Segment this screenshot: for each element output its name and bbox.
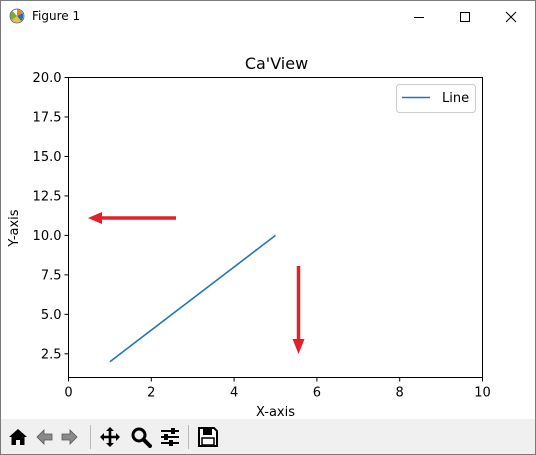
legend: Line [396, 84, 476, 113]
home-button[interactable] [6, 425, 30, 449]
x-tick-label: 2 [147, 386, 155, 401]
chart-svg: Ca'View 2.5 5.0 7.5 10.0 12.5 15.0 17.5 20.0 0 2… [7, 54, 491, 420]
annotation-arrow-left [88, 212, 176, 224]
back-icon [36, 429, 53, 445]
pan-icon [100, 427, 120, 447]
y-axis-ticks: 2.5 5.0 7.5 10.0 12.5 15.0 17.5 20.0 [33, 71, 69, 362]
x-tick-label: 6 [313, 386, 321, 401]
x-axis-ticks: 0 2 4 6 8 10 [64, 377, 491, 401]
y-tick-label: 12.5 [33, 189, 62, 204]
forward-icon [61, 429, 78, 445]
save-button[interactable] [196, 425, 220, 449]
y-tick-label: 5.0 [41, 308, 62, 323]
minimize-button[interactable] [396, 1, 442, 32]
y-axis-label: Y-axis [7, 209, 22, 247]
x-tick-label: 4 [230, 386, 238, 401]
y-tick-label: 10.0 [33, 229, 62, 244]
maximize-icon [460, 11, 470, 22]
zoom-icon [131, 427, 152, 448]
home-icon [9, 429, 27, 445]
legend-label: Line [442, 91, 469, 106]
toolbar-separator [188, 425, 189, 449]
arrow-down-head [292, 339, 305, 354]
x-axis-label: X-axis [256, 405, 295, 419]
y-tick-label: 20.0 [33, 71, 62, 86]
x-tick-label: 8 [396, 386, 404, 401]
zoom-button[interactable] [129, 425, 153, 449]
configure-subplots-button[interactable] [158, 425, 182, 449]
x-tick-label: 10 [474, 386, 491, 401]
series-line [109, 234, 276, 363]
y-tick-label: 2.5 [41, 347, 62, 362]
close-icon [505, 11, 517, 22]
chart-title: Ca'View [245, 54, 308, 73]
pan-button[interactable] [98, 425, 122, 449]
y-tick-label: 15.0 [33, 150, 62, 165]
plot-area [68, 77, 483, 378]
navigation-toolbar [1, 419, 535, 454]
y-tick-label: 7.5 [41, 268, 62, 283]
close-button[interactable] [488, 1, 534, 32]
title-bar: Figure 1 [1, 1, 535, 32]
configure-subplots-icon [161, 428, 179, 446]
toolbar-separator [90, 425, 91, 449]
maximize-button[interactable] [442, 1, 488, 32]
forward-button[interactable] [58, 425, 82, 449]
save-icon [198, 427, 218, 447]
back-button[interactable] [32, 425, 56, 449]
annotation-arrow-down [292, 266, 305, 354]
x-tick-label: 0 [64, 386, 72, 401]
arrow-left-head [88, 212, 102, 224]
minimize-icon [414, 16, 424, 18]
legend-box [396, 84, 476, 113]
window-title: Figure 1 [32, 9, 81, 23]
y-tick-label: 17.5 [33, 110, 62, 125]
figure-canvas[interactable]: Ca'View 2.5 5.0 7.5 10.0 12.5 15.0 17.5 20.0 0 2… [1, 32, 535, 420]
matplotlib-app-icon [9, 8, 25, 24]
series-group [109, 234, 276, 363]
